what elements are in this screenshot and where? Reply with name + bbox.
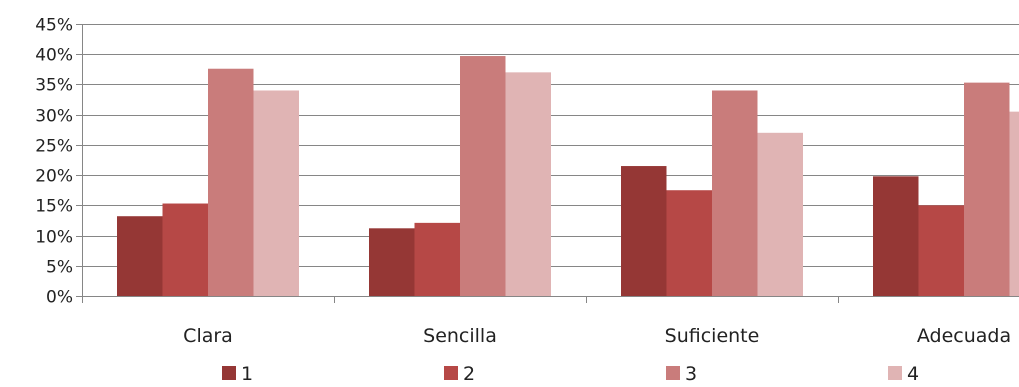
bar-suficiente-series-4: [758, 133, 804, 296]
bar-sencilla-series-3: [460, 56, 506, 296]
bar-clara-series-2: [163, 204, 209, 296]
legend: 1 2 3 4: [222, 363, 919, 383]
bar-clara-series-4: [254, 90, 300, 296]
bar-adecuada-series-2: [919, 205, 965, 296]
y-tick-label: 20%: [35, 167, 73, 187]
y-tick-label: 10%: [35, 228, 73, 248]
category-label: Suficiente: [665, 325, 760, 347]
legend-swatch: [222, 366, 236, 380]
legend-label: 4: [907, 363, 919, 383]
category-labels: Clara Sencilla Suficiente Adecuada: [183, 325, 1011, 347]
y-tick-label: 30%: [35, 107, 73, 127]
bar-adecuada-series-4: [1010, 112, 1019, 296]
legend-swatch: [888, 366, 902, 380]
bar-adecuada-series-1: [873, 176, 919, 296]
legend-swatch: [444, 366, 458, 380]
y-tick-label: 45%: [35, 16, 73, 36]
bar-clara-series-1: [117, 216, 163, 296]
bar-suficiente-series-2: [667, 190, 713, 296]
y-tick-labels: 0% 5% 10% 15% 20% 25% 30% 35% 40% 45%: [35, 16, 73, 308]
y-tick-label: 15%: [35, 197, 73, 217]
category-label: Adecuada: [917, 325, 1011, 347]
bar-sencilla-series-1: [369, 228, 415, 296]
legend-swatch: [666, 366, 680, 380]
bars: [117, 56, 1019, 296]
legend-label: 1: [241, 363, 253, 383]
legend-label: 3: [685, 363, 697, 383]
category-label: Clara: [183, 325, 233, 347]
bar-suficiente-series-3: [712, 90, 758, 296]
legend-label: 2: [463, 363, 475, 383]
bar-sencilla-series-4: [506, 72, 552, 296]
y-tick-label: 0%: [46, 288, 73, 308]
bar-sencilla-series-2: [415, 223, 461, 296]
category-label: Sencilla: [423, 325, 497, 347]
bar-adecuada-series-3: [964, 83, 1010, 296]
bar-clara-series-3: [208, 69, 254, 296]
bar-suficiente-series-1: [621, 166, 667, 296]
y-tick-label: 40%: [35, 46, 73, 66]
y-tick-label: 35%: [35, 76, 73, 96]
y-tick-label: 25%: [35, 137, 73, 157]
y-tick-label: 5%: [46, 258, 73, 278]
